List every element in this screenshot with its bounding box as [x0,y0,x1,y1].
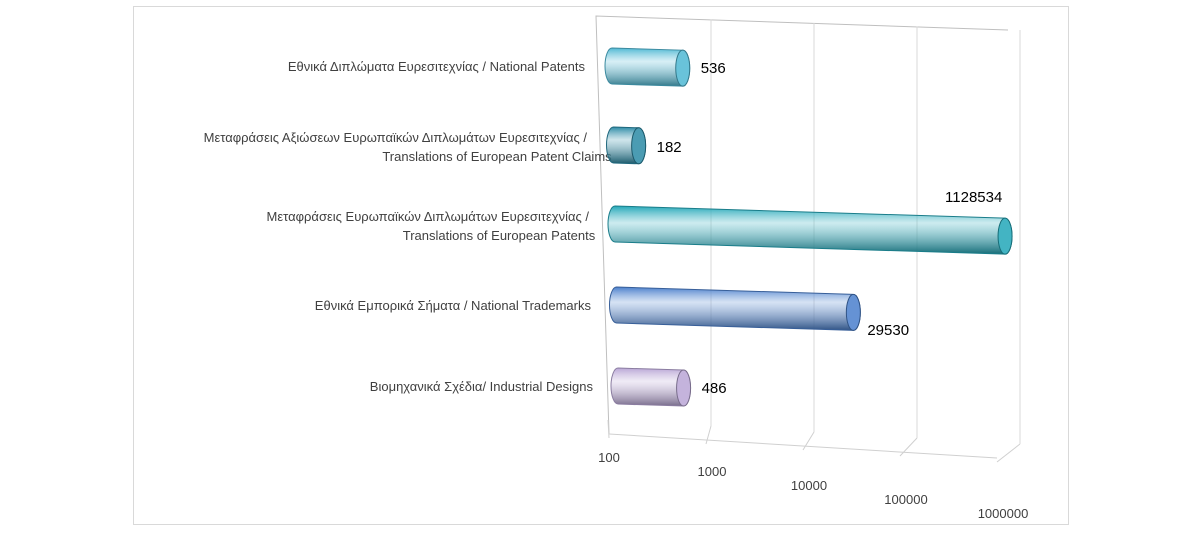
back-wall-edge [595,15,1009,435]
floor-line [996,443,1021,463]
data-label: 182 [657,139,682,156]
bars [604,47,1013,407]
bar-cap [675,49,691,87]
grid-layer [595,15,1021,463]
category-label: Βιομηχανικά Σχέδια/ Industrial Designs [370,379,594,394]
data-label: 29530 [867,322,909,339]
category-labels: Εθνικά Διπλώματα Ευρεσιτεχνίας / Nationa… [204,59,613,394]
bar-cap [631,127,647,165]
category-label: Translations of European Patent Claims [382,149,612,164]
x-tick-label: 10000 [791,478,827,493]
category-label: Translations of European Patents [403,228,596,243]
x-tick-label: 1000 [698,464,727,479]
category-label: Εθνικά Διπλώματα Ευρεσιτεχνίας / Nationa… [288,59,586,74]
floor-line [802,431,815,451]
floor-edge [608,433,998,459]
floor-line [899,437,918,457]
x-tick-label: 100000 [884,492,927,507]
data-label: 486 [702,380,727,397]
bar [607,205,1013,255]
chart-area [133,6,1069,525]
floor-line [607,419,610,439]
data-label: 536 [701,60,726,77]
floor-line [705,425,712,445]
bar-cap [997,217,1013,255]
x-tick-label: 100 [598,450,620,465]
x-axis-ticks: 100 1000 10000 100000 1000000 [598,450,1028,521]
x-tick-label: 1000000 [978,506,1029,521]
category-label: Μεταφράσεις Αξιώσεων Ευρωπαϊκών Διπλωμάτ… [204,130,588,145]
bar-cap [676,369,692,407]
category-label: Εθνικά Εμπορικά Σήματα / National Tradem… [315,298,592,313]
data-labels: 536 182 1128534 29530 486 [657,60,1003,397]
category-label: Μεταφράσεις Ευρωπαϊκών Διπλωμάτων Ευρεσι… [267,209,590,224]
bar-cap [845,293,861,331]
bar [609,286,861,331]
data-label: 1128534 [945,189,1002,206]
